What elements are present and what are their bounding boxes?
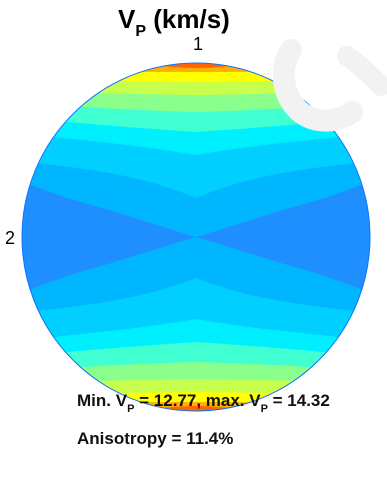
- axis-label-2: 2: [5, 228, 16, 248]
- min-max-text: Min. VP = 12.77, max. VP = 14.32: [77, 391, 330, 415]
- top-lobe-max: [160, 63, 232, 68]
- contour-fill-group: [22, 63, 370, 411]
- chart-title: VP (km/s): [118, 4, 230, 40]
- axis-label-1: 1: [193, 34, 204, 54]
- right-band: [196, 180, 370, 294]
- plot-boundary: [21, 62, 371, 412]
- left-band: [22, 180, 196, 294]
- anisotropy-text: Anisotropy = 11.4%: [77, 429, 234, 448]
